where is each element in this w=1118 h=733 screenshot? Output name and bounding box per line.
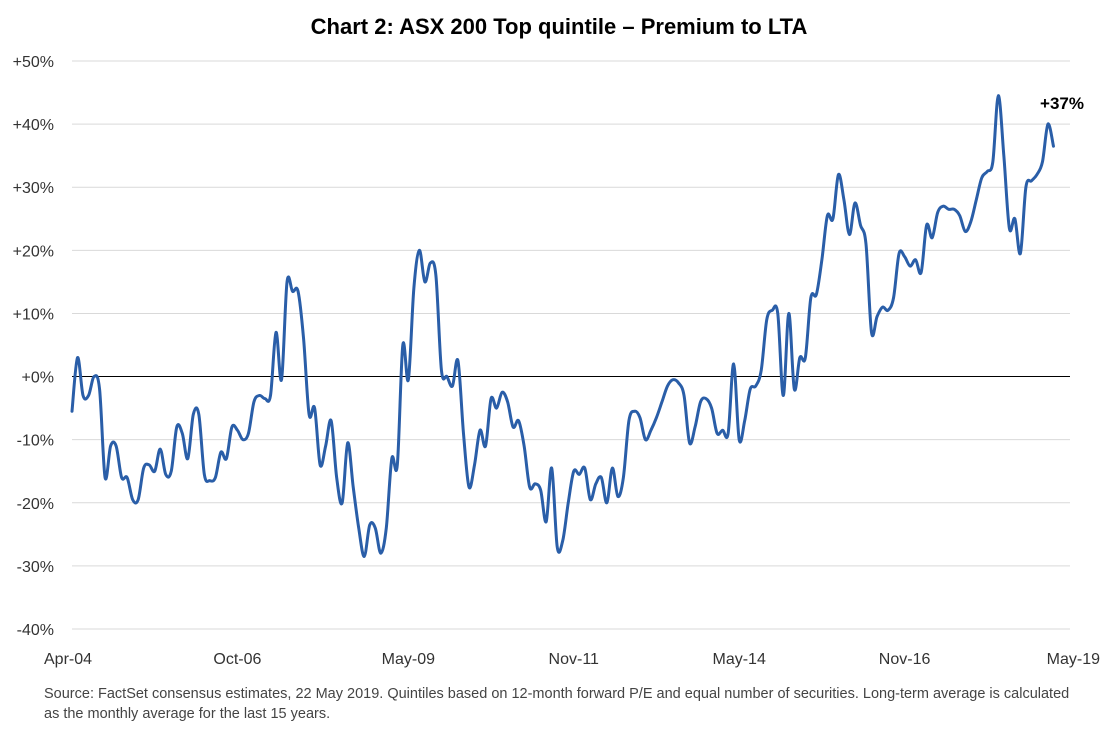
y-tick-label: +30% [13,180,54,197]
series-line-premium-to-lta [70,94,1055,558]
x-axis-tick-labels: Apr-04 Oct-06 May-09 Nov-11 May-14 Nov-16 May-… [44,651,1100,668]
x-tick-label: Oct-06 [213,651,261,668]
y-tick-label: +50% [13,54,54,71]
chart-title: Chart 2: ASX 200 Top quintile – Premium … [310,14,808,39]
y-tick-label: -40% [17,622,54,639]
y-tick-label: -20% [17,496,54,513]
x-tick-label: Apr-04 [44,651,92,668]
x-tick-label: Nov-11 [549,651,599,668]
y-tick-label: +0% [22,370,54,387]
y-tick-label: -10% [17,433,54,450]
x-tick-label: Nov-16 [879,651,931,668]
y-axis-tick-labels: -40% -30% -20% -10% +0% +10% +20% +30% +40% +50% [13,54,54,639]
y-tick-label: -30% [17,559,54,576]
gridlines [72,60,1070,630]
x-tick-label: May-14 [712,651,765,668]
annotation-last-value: +37% [1040,94,1084,113]
source-note: Source: FactSet consensus estimates, 22 … [44,686,1070,722]
x-tick-label: May-19 [1047,651,1100,668]
y-tick-label: +20% [13,243,54,260]
x-tick-label: May-09 [382,651,435,668]
y-tick-label: +40% [13,117,54,134]
y-tick-label: +10% [13,306,54,323]
